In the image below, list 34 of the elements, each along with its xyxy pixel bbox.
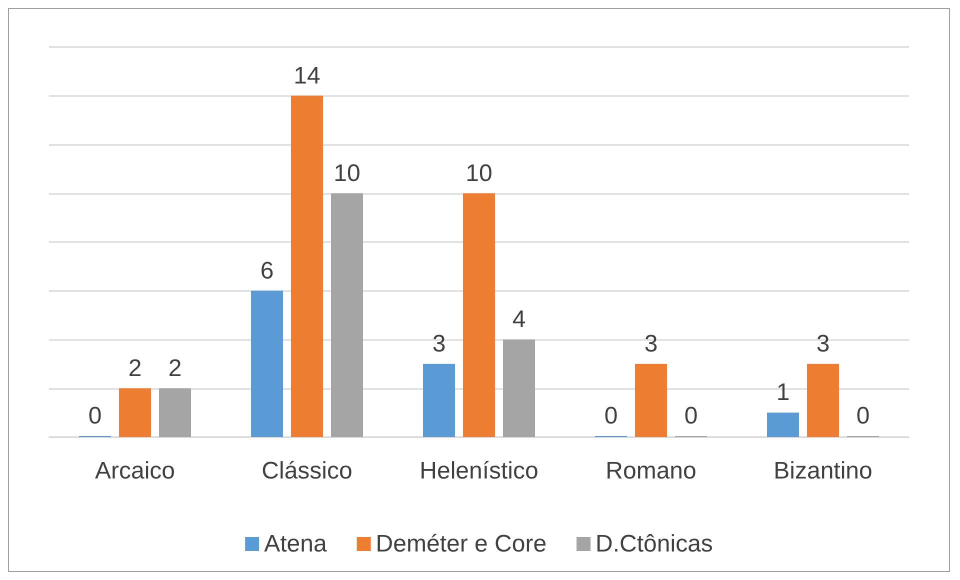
data-label: 0 [88, 402, 102, 430]
legend-label: Atena [264, 530, 328, 558]
bar [331, 193, 363, 437]
legend-label: Deméter e Core [376, 530, 547, 558]
bar [119, 388, 151, 437]
data-label: 2 [168, 354, 182, 382]
bar [159, 388, 191, 437]
x-tick-label: Clássico [262, 458, 352, 484]
data-label: 0 [684, 402, 698, 430]
data-label: 3 [816, 330, 830, 358]
data-label: 0 [856, 402, 870, 430]
x-tick-label: Bizantino [774, 458, 872, 484]
data-label: 2 [128, 354, 142, 382]
legend-label: D.Ctônicas [596, 530, 713, 558]
data-label: 4 [512, 306, 526, 333]
bar [291, 96, 323, 437]
data-label: 6 [260, 257, 274, 284]
x-tick-label: Romano [606, 458, 696, 484]
data-label: 3 [432, 330, 446, 358]
bar [463, 193, 495, 437]
bar [767, 412, 799, 437]
bar [807, 364, 839, 437]
x-tick-label: Helenístico [420, 458, 538, 484]
data-label: 14 [294, 62, 320, 90]
data-label: 10 [334, 160, 360, 187]
x-tick-label: Arcaico [94, 458, 176, 484]
bar [635, 364, 667, 437]
bar [423, 364, 455, 437]
data-label: 1 [776, 379, 790, 406]
data-label: 0 [604, 402, 618, 430]
bar [503, 340, 535, 437]
data-label: 10 [466, 160, 492, 187]
bar [251, 290, 283, 437]
data-label: 3 [644, 330, 658, 358]
